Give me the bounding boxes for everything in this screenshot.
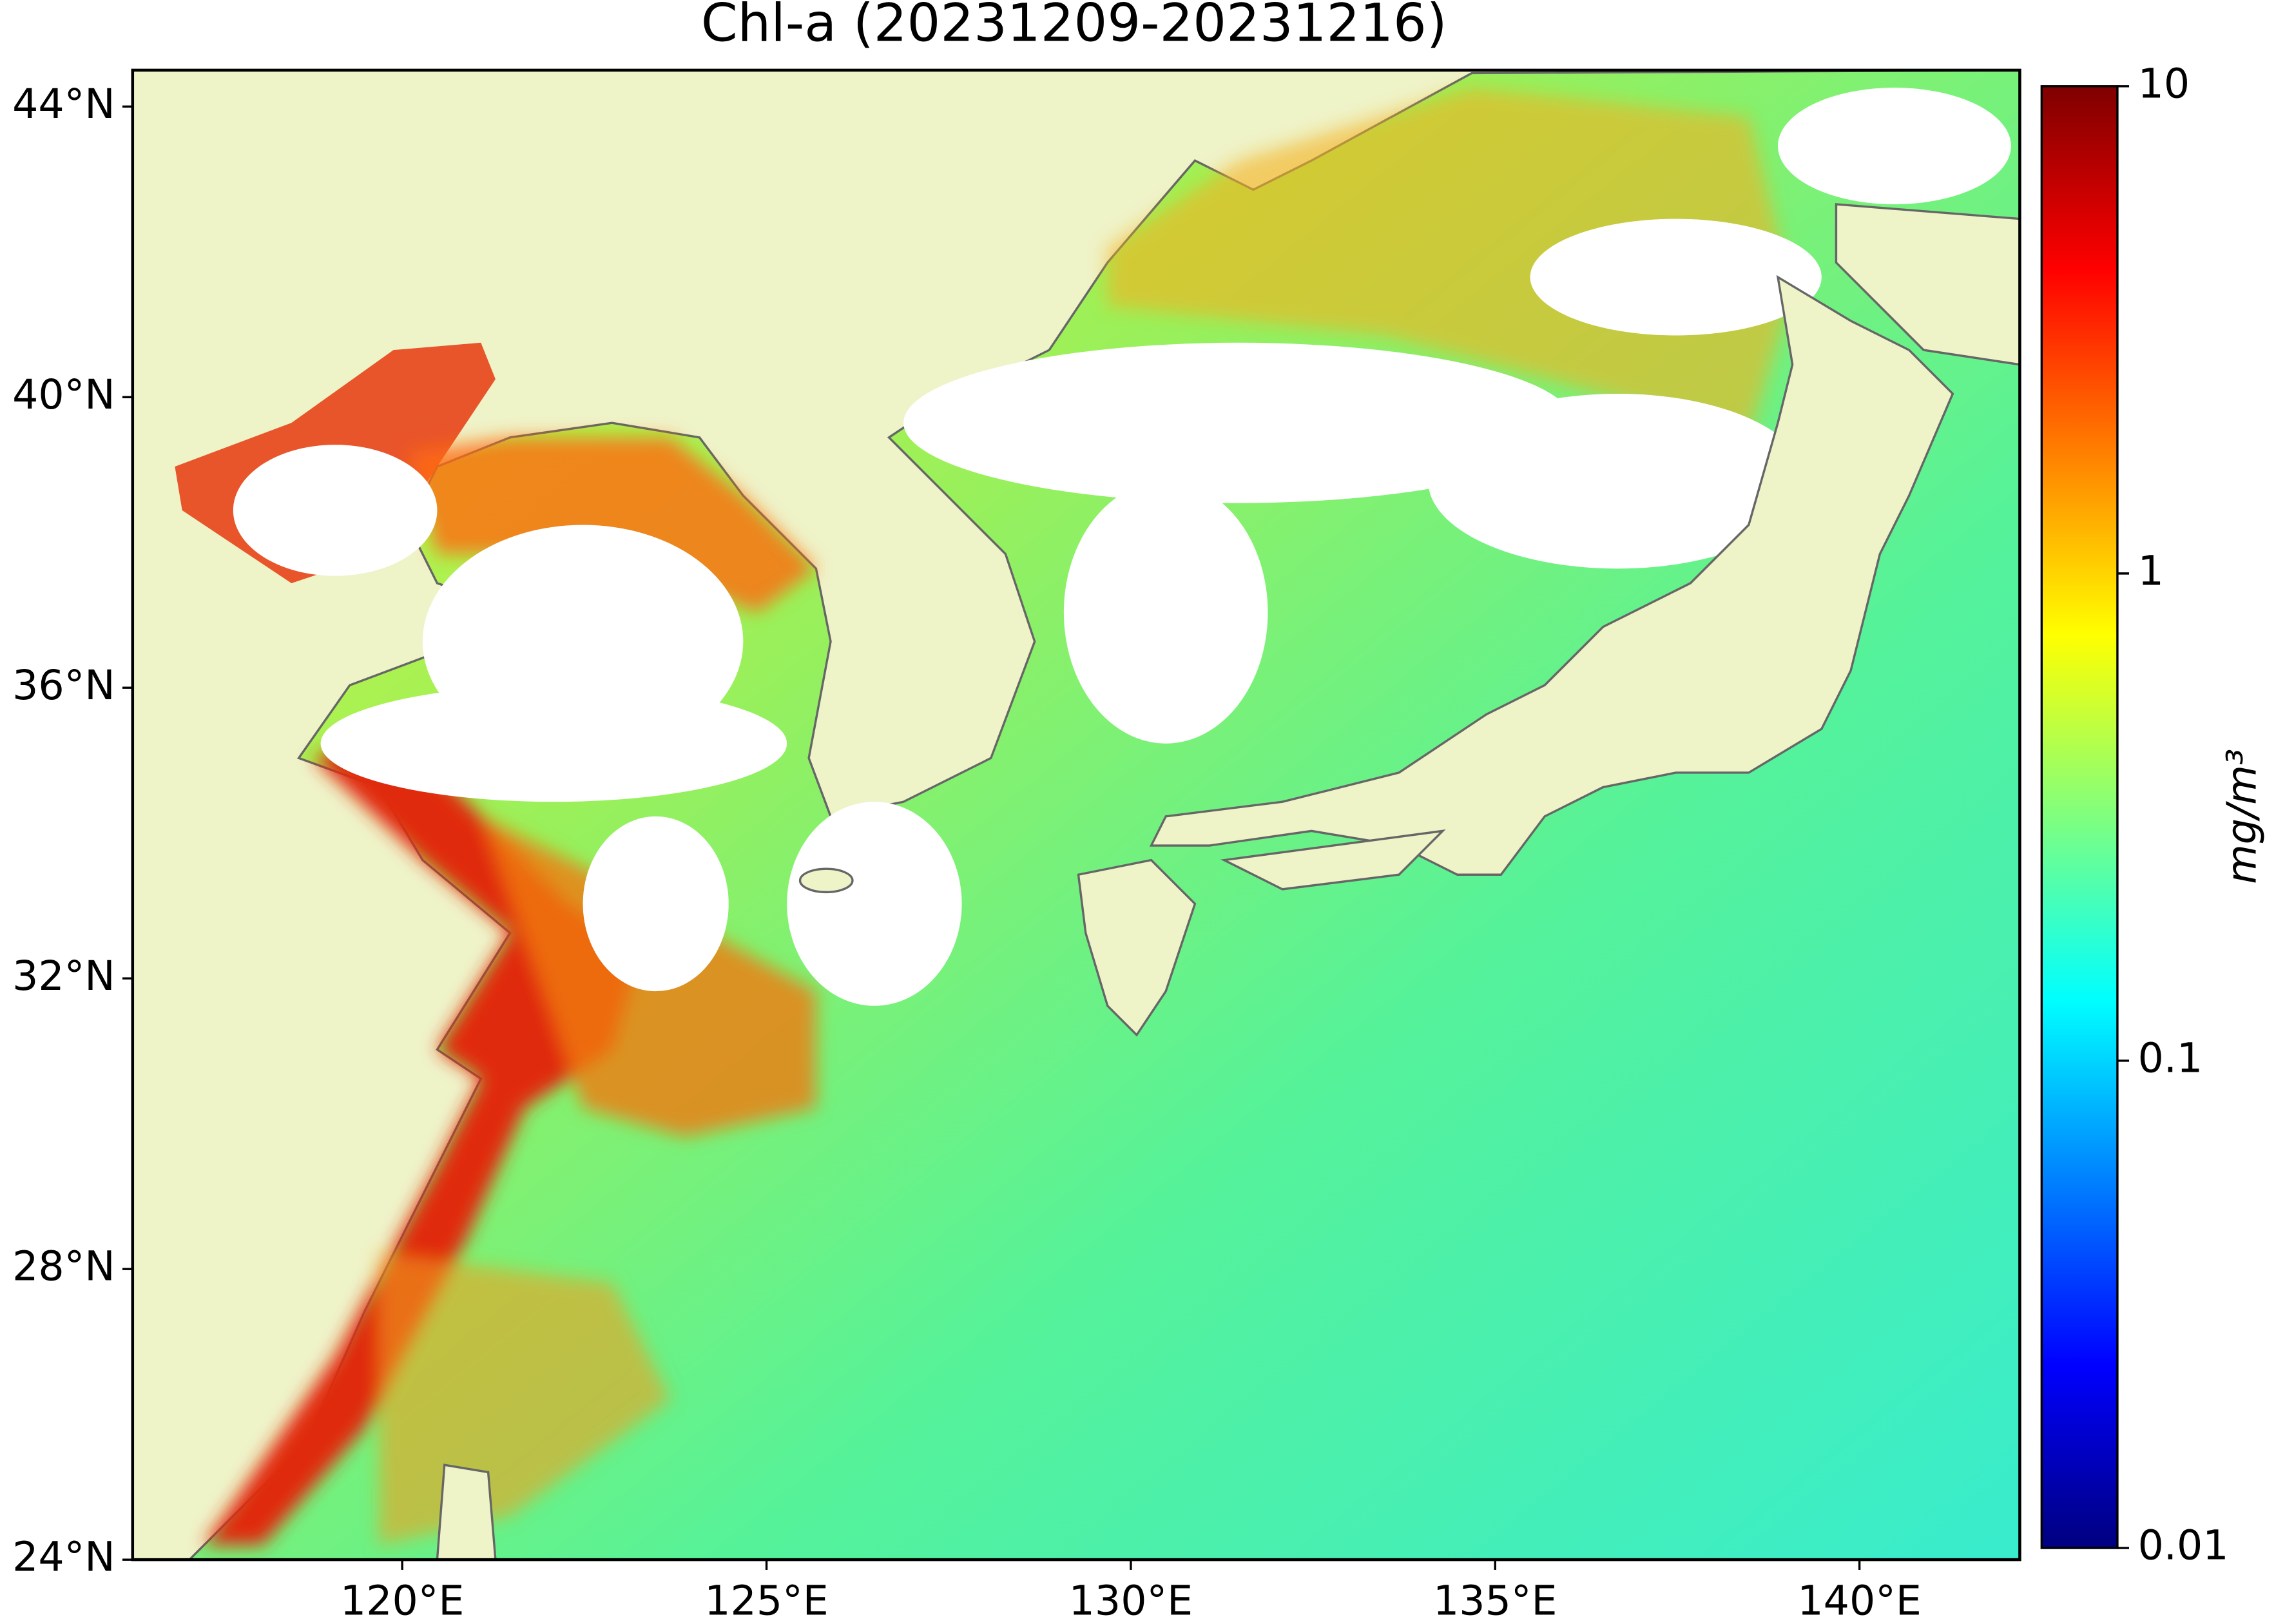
jeju — [798, 867, 854, 894]
y-tick-label: 24°N — [12, 1533, 115, 1581]
map-title: Chl-a (20231209-20231216) — [701, 0, 1447, 54]
clouds — [233, 88, 2011, 1006]
x-tick-label: 135°E — [1433, 1577, 1557, 1624]
y-tick-label: 44°N — [12, 80, 115, 128]
y-tick-label: 36°N — [12, 661, 115, 709]
high-chl-areas — [204, 88, 1793, 1545]
colorbar-tick-label: 10 — [2138, 59, 2190, 107]
colorbar-tick-label: 0.01 — [2138, 1522, 2229, 1569]
colorbar — [2040, 85, 2119, 1549]
map-area — [132, 70, 2020, 1560]
taiwan — [436, 1464, 497, 1560]
japan-sea-bloom — [1107, 88, 1793, 438]
x-tick-label: 125°E — [704, 1577, 829, 1624]
cloud — [233, 445, 438, 576]
y-tick-label: 40°N — [12, 371, 115, 418]
colorbar-tick-label: 0.1 — [2138, 1034, 2203, 1082]
cloud — [1428, 393, 1808, 569]
cloud — [903, 342, 1574, 503]
cloud — [787, 802, 962, 1006]
cloud — [583, 816, 729, 992]
colorbar-tick-label: 1 — [2138, 546, 2164, 594]
y-tick-label: 28°N — [12, 1242, 115, 1290]
colorbar-label: mg/m³ — [2217, 749, 2265, 884]
y-tick-label: 32°N — [12, 952, 115, 1000]
shikoku — [1220, 829, 1446, 891]
cloud — [1530, 218, 1822, 336]
kyushu — [1077, 858, 1197, 1037]
cloud — [1778, 88, 2011, 204]
cloud — [1063, 481, 1268, 744]
x-tick-label: 120°E — [340, 1577, 465, 1624]
x-tick-label: 130°E — [1069, 1577, 1193, 1624]
islands — [436, 203, 2020, 1560]
map-frame — [131, 68, 2021, 1561]
cloud — [320, 685, 787, 802]
x-tick-label: 140°E — [1797, 1577, 1922, 1624]
yellow-sea-bloom — [408, 437, 816, 613]
hokkaido — [1835, 203, 2020, 366]
